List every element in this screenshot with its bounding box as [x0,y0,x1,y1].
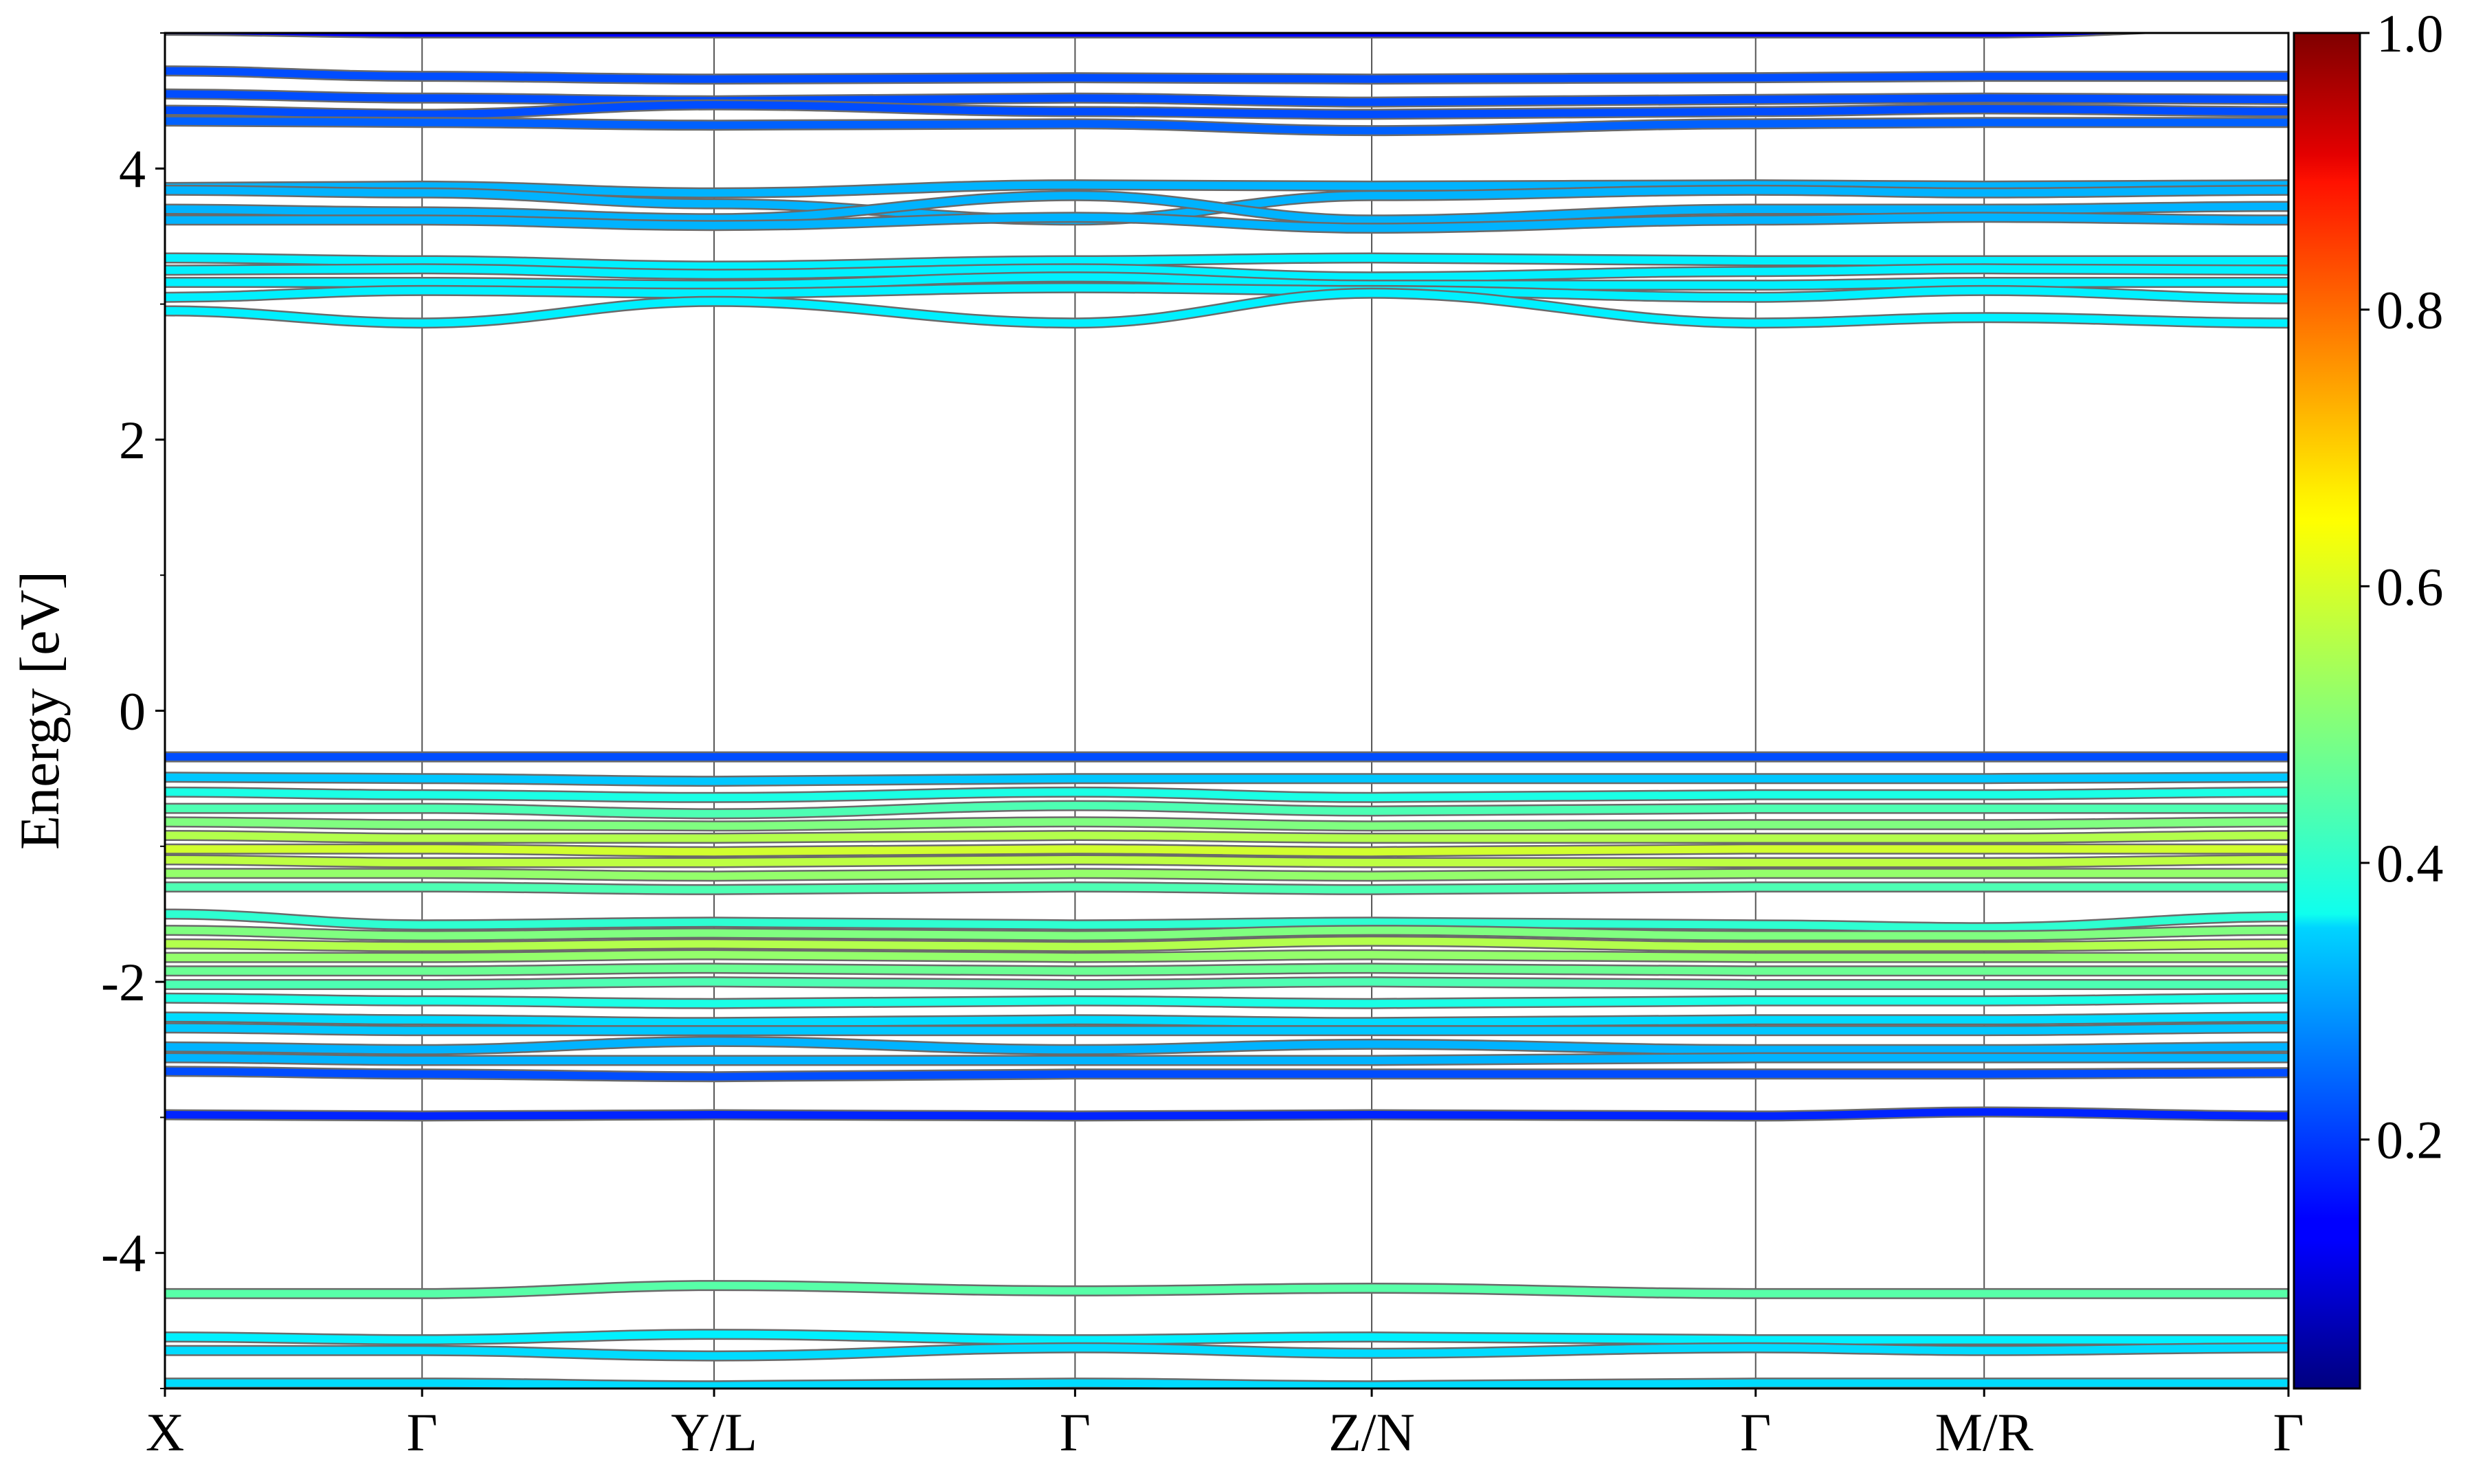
band-line [165,273,2288,289]
colorbar-tick-label: 0.8 [2376,280,2444,340]
band-line [165,978,2288,989]
band-line [165,994,2288,1008]
band-line [165,802,2288,818]
band-line [165,101,2288,118]
band-line [165,1379,2288,1389]
high-symmetry-lines [421,33,1985,1389]
band-line [165,937,2288,951]
x-tick-label: Γ [1740,1402,1771,1462]
band-line [165,1067,2288,1081]
x-tick-label: Z/N [1328,1402,1415,1462]
colorbar-tick-label: 0.2 [2376,1110,2444,1170]
band-line [165,1108,2288,1120]
colorbar-tick-label: 1.0 [2376,3,2444,63]
band-line [165,831,2288,842]
band-line [165,90,2288,106]
y-tick-label: 4 [119,139,146,199]
band-line [165,117,2288,135]
band-line [165,788,2288,802]
colorbar-ticks: 0.2 0.4 0.6 0.8 1.0 [2360,3,2444,1170]
band-lines [165,33,2288,1389]
colorbar-tick-label: 0.6 [2376,556,2444,616]
band-line [165,964,2288,975]
band-line [165,869,2288,880]
y-tick-label: 0 [119,682,146,741]
colorbar-gradient [2293,32,2361,1390]
band-line [165,67,2288,83]
band-line [165,289,2288,327]
band-line [165,1344,2288,1360]
band-line [165,192,2288,224]
x-axis: X Γ Y/L Γ Z/N Γ M/R Γ [146,1389,2304,1462]
colorbar-tick-label: 0.4 [2376,833,2444,893]
band-line [165,855,2288,867]
band-line [165,254,2288,270]
band-outline [165,33,2170,39]
x-tick-label: X [146,1402,184,1462]
colorbar: 0.2 0.4 0.6 0.8 1.0 [2293,3,2444,1390]
band-line [165,1024,2288,1035]
y-tick-label: -4 [101,1224,146,1283]
band-line [165,951,2288,962]
x-tick-label: Y/L [671,1402,757,1462]
x-tick-label: Γ [407,1402,438,1462]
band-line [165,284,2288,303]
band-line [165,926,2288,940]
band-line [165,910,2288,932]
y-axis-label: Energy [eV] [8,571,71,850]
y-tick-label: 2 [119,410,146,470]
band-line [165,265,2288,281]
band-line [165,1037,2288,1054]
x-tick-label: Γ [2273,1402,2304,1462]
band-line [165,818,2288,830]
band-line [165,845,2288,856]
x-tick-label: M/R [1935,1402,2033,1462]
band-line [165,33,2130,37]
band-line [165,1054,2288,1065]
band-line [165,1330,2288,1344]
plot-frame [164,32,2290,1390]
band-line [165,213,2288,232]
x-tick-label: Γ [1060,1402,1091,1462]
band-line [165,773,2288,785]
band-line [165,1013,2288,1026]
band-line [165,181,2288,197]
band-line [165,1281,2288,1298]
band-line [165,883,2288,894]
y-tick-label: -2 [101,952,146,1012]
y-axis: 4 2 0 -2 -4 [101,32,165,1389]
